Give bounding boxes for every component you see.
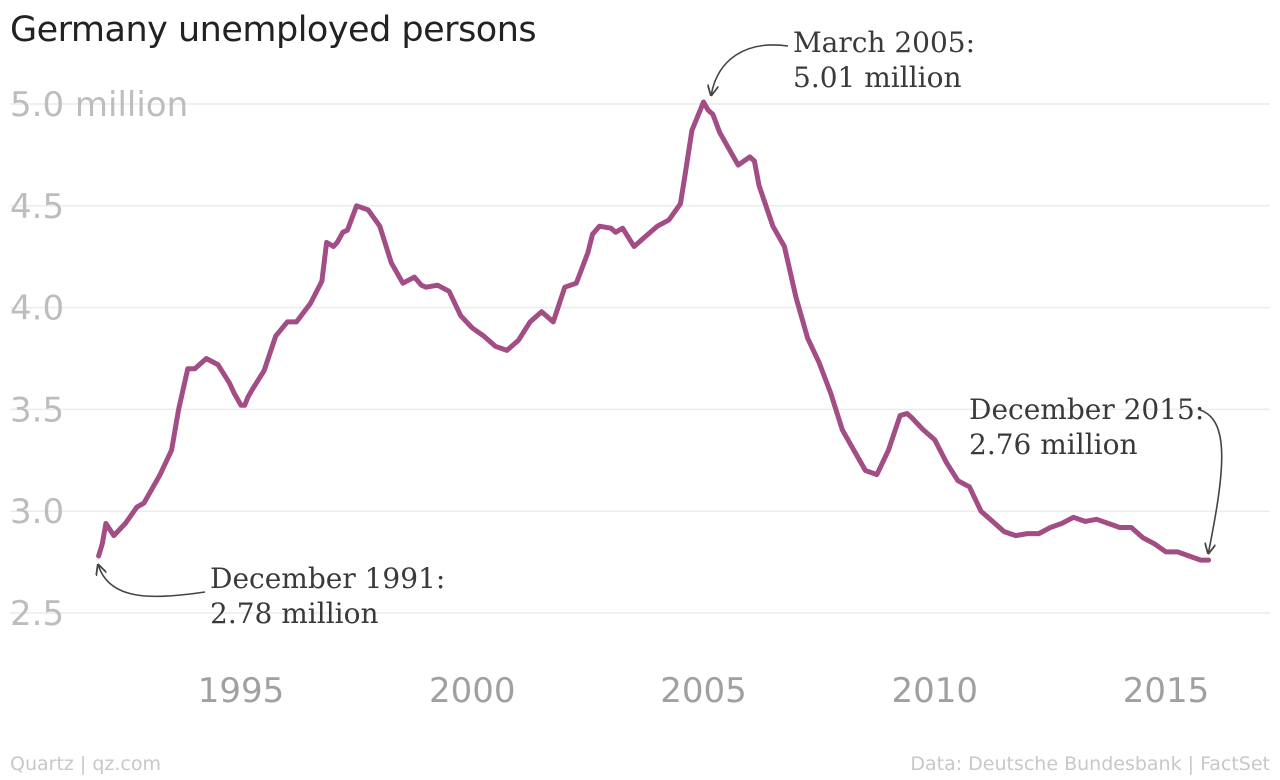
annotation-label: December 1991: [210,562,445,595]
y-tick-label: 3.5 [10,390,64,430]
annotation-arrow [1199,409,1223,552]
x-tick-label: 2000 [429,671,516,711]
footer-source: Data: Deutsche Bundesbank | FactSet [910,753,1270,775]
annotation-value: 2.76 million [969,428,1138,461]
x-tick-label: 2010 [891,671,978,711]
y-tick-label: 2.5 [10,594,64,634]
annotation-arrow [99,566,206,598]
y-tick-label: 5.0 million [10,85,188,125]
annotation-label: December 2015: [969,393,1204,426]
series-layer [96,99,1212,563]
x-tick-label: 2015 [1123,671,1210,711]
y-tick-label: 4.0 [10,289,64,329]
y-axis-ticks: 5.0 million 4.5 4.0 3.5 3.0 2.5 [10,85,188,634]
y-tick-label: 4.5 [10,187,64,227]
annotation-value: 5.01 million [793,61,962,94]
series-line [96,99,1212,563]
annotation-label: March 2005: [793,26,975,59]
x-axis-ticks: 1995 2000 2005 2010 2015 [198,671,1210,711]
annotations-layer: December 1991:2.78 million March 2005:5.0… [99,26,1223,630]
annotation-arrow [711,44,789,94]
annotation-value: 2.78 million [210,597,379,630]
grid-lines [10,103,1270,614]
chart-title: Germany unemployed persons [10,10,537,50]
x-tick-label: 2005 [660,671,747,711]
footer-credit: Quartz | qz.com [10,753,162,775]
y-tick-label: 3.0 [10,492,64,532]
x-tick-label: 1995 [198,671,285,711]
